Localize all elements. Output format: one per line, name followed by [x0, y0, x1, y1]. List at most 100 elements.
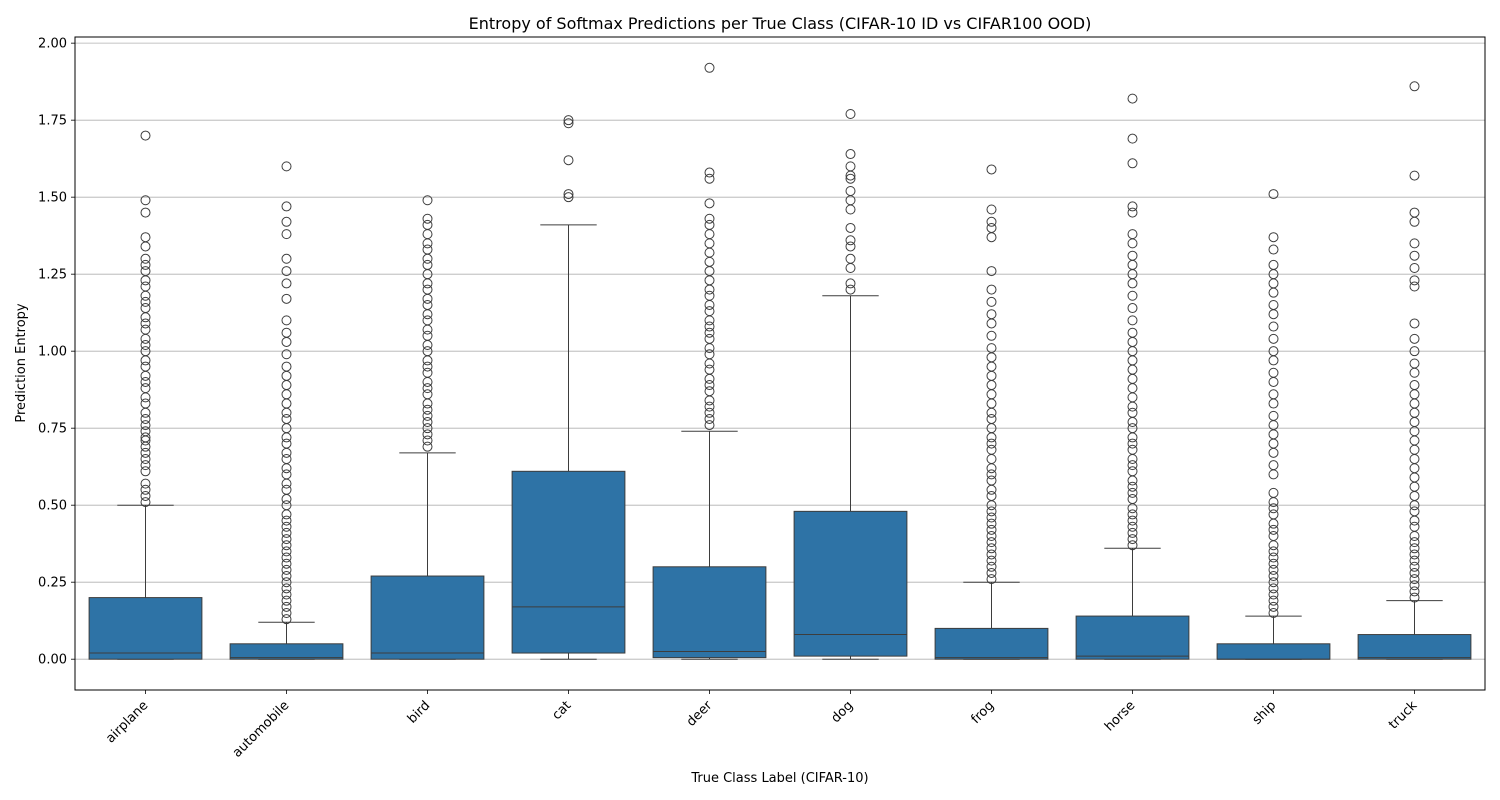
outlier-point: [1409, 472, 1420, 483]
outlier-point: [1268, 410, 1279, 421]
outlier-point: [281, 201, 292, 212]
outlier-point: [1409, 453, 1420, 464]
outlier-point: [986, 512, 997, 523]
box-automobile: [229, 161, 344, 660]
box-bird: [370, 195, 485, 660]
outlier-point: [986, 549, 997, 560]
outlier-point: [986, 453, 997, 464]
iqr-box: [1075, 615, 1190, 660]
outlier-point: [704, 238, 715, 249]
outlier-point: [1409, 281, 1420, 292]
outlier-point: [281, 509, 292, 520]
outlier-point: [845, 173, 856, 184]
outlier-point: [704, 213, 715, 224]
box-ship: [1216, 189, 1331, 660]
outlier-point: [704, 290, 715, 301]
x-axis-label: True Class Label (CIFAR-10): [690, 771, 868, 786]
outlier-point: [422, 383, 433, 394]
outlier-point: [704, 62, 715, 73]
outlier-point: [1409, 417, 1420, 428]
outlier-point: [1268, 460, 1279, 471]
outlier-point: [422, 253, 433, 264]
outlier-point: [281, 552, 292, 563]
outlier-point: [1127, 417, 1138, 428]
outlier-point: [1127, 527, 1138, 538]
outlier-point: [281, 558, 292, 569]
outlier-point: [1268, 595, 1279, 606]
outlier-point: [1268, 355, 1279, 366]
outlier-point: [1268, 429, 1279, 440]
outlier-point: [986, 216, 997, 227]
outlier-point: [140, 290, 151, 301]
outlier-point: [986, 567, 997, 578]
outlier-point: [281, 527, 292, 538]
outlier-point: [1268, 278, 1279, 289]
outlier-point: [1268, 299, 1279, 310]
outlier-point: [986, 506, 997, 517]
outlier-point: [281, 413, 292, 424]
outlier-point: [986, 389, 997, 400]
outlier-point: [845, 186, 856, 197]
x-tick-label: frog: [968, 698, 997, 727]
outlier-point: [1268, 367, 1279, 378]
outlier-point: [986, 490, 997, 501]
outlier-point: [1127, 521, 1138, 532]
outlier-point: [1268, 244, 1279, 255]
outlier-point: [1409, 435, 1420, 446]
outlier-point: [1268, 189, 1279, 200]
outlier-point: [1268, 540, 1279, 551]
outlier-point: [140, 497, 151, 508]
outlier-point: [845, 284, 856, 295]
outlier-point: [281, 349, 292, 360]
outlier-point: [986, 309, 997, 320]
outlier-point: [1268, 552, 1279, 563]
iqr-box: [370, 575, 485, 660]
outlier-point: [422, 293, 433, 304]
outlier-point: [140, 420, 151, 431]
outlier-point: [281, 266, 292, 277]
outlier-point: [1127, 373, 1138, 384]
outlier-point: [140, 340, 151, 351]
iqr-box: [229, 643, 344, 660]
outlier-point: [845, 222, 856, 233]
outlier-point: [986, 284, 997, 295]
outlier-point: [1409, 506, 1420, 517]
outlier-point: [1409, 592, 1420, 603]
outlier-point: [1127, 133, 1138, 144]
outlier-point: [704, 386, 715, 397]
outlier-point: [1127, 534, 1138, 545]
y-tick-label: 2.00: [38, 37, 67, 52]
outlier-point: [422, 398, 433, 409]
outlier-point: [281, 438, 292, 449]
outlier-point: [1409, 275, 1420, 286]
outlier-point: [845, 263, 856, 274]
outlier-point: [986, 463, 997, 474]
outlier-point: [986, 164, 997, 175]
outlier-point: [281, 253, 292, 264]
outlier-point: [422, 299, 433, 310]
outlier-point: [281, 327, 292, 338]
y-tick-label: 1.00: [38, 345, 67, 360]
outlier-point: [1409, 358, 1420, 369]
outlier-point: [986, 475, 997, 486]
outlier-point: [1268, 309, 1279, 320]
outlier-point: [1409, 574, 1420, 585]
outlier-point: [1127, 475, 1138, 486]
chart-title: Entropy of Softmax Predictions per True …: [469, 14, 1092, 33]
outlier-point: [422, 284, 433, 295]
outlier-point: [1127, 207, 1138, 218]
outlier-point: [1127, 327, 1138, 338]
outlier-point: [1409, 567, 1420, 578]
outlier-point: [563, 189, 574, 200]
x-axis: airplane automobile bird cat deer dog frog hors…: [103, 690, 1421, 761]
outlier-point: [140, 333, 151, 344]
box-cat: [511, 115, 626, 660]
outlier-point: [1409, 580, 1420, 591]
y-tick-label: 0.75: [38, 422, 67, 437]
outlier-point: [704, 395, 715, 406]
outlier-point: [1268, 589, 1279, 600]
outlier-point: [704, 306, 715, 317]
box-series: [88, 62, 1472, 660]
outlier-point: [281, 607, 292, 618]
